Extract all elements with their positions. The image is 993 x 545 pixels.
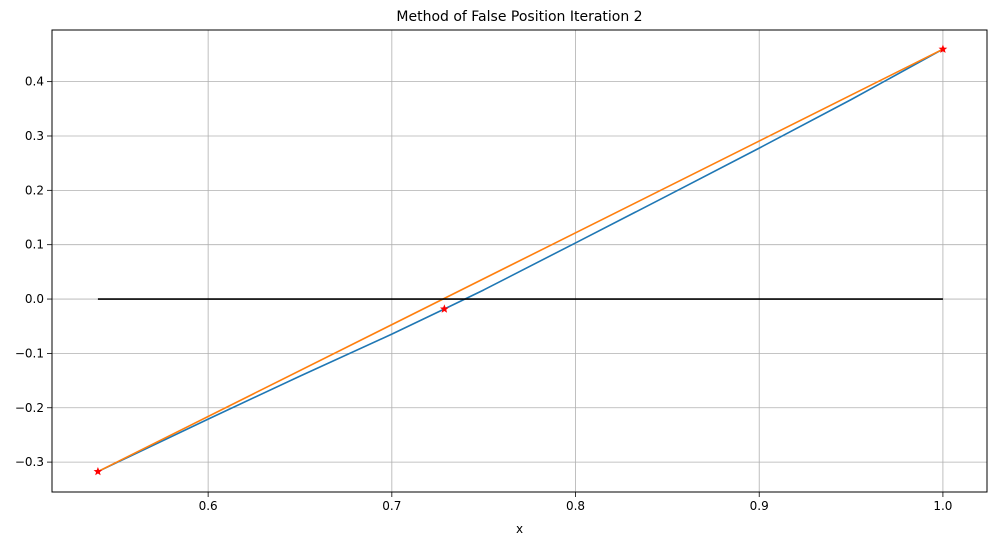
x-tick-label-4: 1.0: [933, 499, 952, 513]
y-tick-label-0: 0.4: [25, 75, 44, 89]
series-line-0: [97, 48, 944, 473]
data-point-2: [938, 44, 948, 53]
y-tick-label-5: −0.1: [15, 346, 44, 360]
ticks: 0.6 0.7 0.8 0.9 1.0 0.4 0.3 0.2 0.1 0.0 −0.1 −0.2 −0…: [15, 75, 953, 513]
x-tick-label-3: 0.9: [750, 499, 769, 513]
series-line-1: [97, 48, 944, 473]
series-lines: [97, 48, 944, 473]
chart-title: Method of False Position Iteration 2: [396, 9, 642, 25]
y-tick-label-1: 0.3: [25, 129, 44, 143]
x-axis-label: x: [516, 522, 523, 536]
y-tick-label-6: −0.2: [15, 401, 44, 415]
data-point-0: [93, 466, 103, 476]
y-tick-label-2: 0.2: [25, 183, 44, 197]
x-tick-label-1: 0.7: [382, 499, 401, 513]
x-tick-label-0: 0.6: [199, 499, 218, 513]
y-tick-label-4: 0.0: [25, 292, 44, 306]
y-tick-label-3: 0.1: [25, 238, 44, 252]
x-tick-label-2: 0.8: [566, 499, 585, 513]
data-point-1: [439, 304, 449, 313]
data-markers: [93, 44, 948, 476]
y-tick-label-7: −0.3: [15, 455, 44, 469]
plot-frame: [51, 29, 988, 493]
